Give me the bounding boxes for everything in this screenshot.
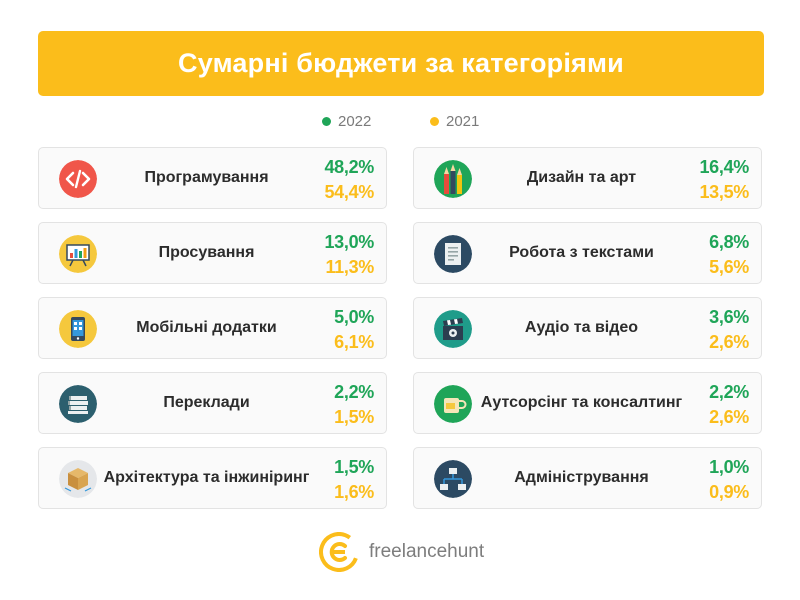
value-2021: 54,4% <box>324 182 374 202</box>
value-2021: 6,1% <box>334 332 374 352</box>
cup-icon <box>434 385 472 423</box>
legend-dot-2022 <box>322 117 331 126</box>
category-name: Програмування <box>144 169 269 186</box>
document-icon <box>434 235 472 273</box>
value-2021: 1,6% <box>334 482 374 502</box>
code-icon <box>59 160 97 198</box>
smartphone-icon <box>59 310 97 348</box>
value-2021: 0,9% <box>709 482 749 502</box>
category-card-translations: Переклади 2,2% 1,5% <box>38 372 387 434</box>
value-2021: 2,6% <box>709 332 749 352</box>
network-icon <box>434 460 472 498</box>
value-2022: 13,0% <box>324 232 374 252</box>
value-2022: 2,2% <box>709 382 749 402</box>
category-name: Просування <box>158 244 255 261</box>
category-name: Дизайн та арт <box>526 169 637 186</box>
legend-dot-2021 <box>430 117 439 126</box>
category-name: Адміністрування <box>514 469 649 486</box>
category-card-outsourcing: Аутсорсінг та консалтинг 2,2% 2,6% <box>413 372 762 434</box>
value-2021: 11,3% <box>325 257 374 277</box>
category-name: Архітектура та інжиніринг <box>103 469 310 486</box>
value-2022: 3,6% <box>709 307 749 327</box>
category-name: Аудіо та відео <box>524 319 639 336</box>
category-card-design: Дизайн та арт 16,4% 13,5% <box>413 147 762 209</box>
value-2022: 16,4% <box>699 157 749 177</box>
footer-logo: freelancehunt <box>319 531 484 573</box>
clapperboard-icon <box>434 310 472 348</box>
category-card-architecture: Архітектура та інжиніринг 1,5% 1,6% <box>38 447 387 509</box>
legend-item-2021: 2021 <box>430 113 479 130</box>
value-2022: 48,2% <box>324 157 374 177</box>
category-card-texts: Робота з текстами 6,8% 5,6% <box>413 222 762 284</box>
books-icon <box>59 385 97 423</box>
value-2021: 13,5% <box>699 182 749 202</box>
legend-label-2022: 2022 <box>338 113 372 130</box>
freelancehunt-logo-icon <box>319 532 359 572</box>
category-card-mobile: Мобільні додатки 5,0% 6,1% <box>38 297 387 359</box>
box-icon <box>59 460 97 498</box>
presentation-board-icon <box>59 235 97 273</box>
legend: 2022 2021 <box>0 113 800 133</box>
value-2022: 2,2% <box>334 382 374 402</box>
category-card-audio-video: Аудіо та відео 3,6% 2,6% <box>413 297 762 359</box>
value-2021: 1,5% <box>334 407 374 427</box>
category-card-promotion: Просування 13,0% 11,3% <box>38 222 387 284</box>
value-2022: 1,5% <box>334 457 374 477</box>
legend-item-2022: 2022 <box>322 113 371 130</box>
brand-name: freelancehunt <box>369 541 485 562</box>
pencils-icon <box>434 160 472 198</box>
category-card-administration: Адміністрування 1,0% 0,9% <box>413 447 762 509</box>
value-2022: 1,0% <box>709 457 749 477</box>
category-name: Аутсорсінг та консалтинг <box>480 394 683 411</box>
category-name: Мобільні додатки <box>136 319 277 336</box>
value-2022: 5,0% <box>334 307 374 327</box>
category-card-programming: Програмування 48,2% 54,4% <box>38 147 387 209</box>
title-banner: Сумарні бюджети за категоріями <box>38 31 764 96</box>
category-name: Переклади <box>163 394 250 411</box>
page-title: Сумарні бюджети за категоріями <box>178 48 624 78</box>
legend-label-2021: 2021 <box>446 113 480 130</box>
value-2022: 6,8% <box>709 232 749 252</box>
category-name: Робота з текстами <box>509 244 654 261</box>
value-2021: 2,6% <box>709 407 749 427</box>
value-2021: 5,6% <box>709 257 749 277</box>
